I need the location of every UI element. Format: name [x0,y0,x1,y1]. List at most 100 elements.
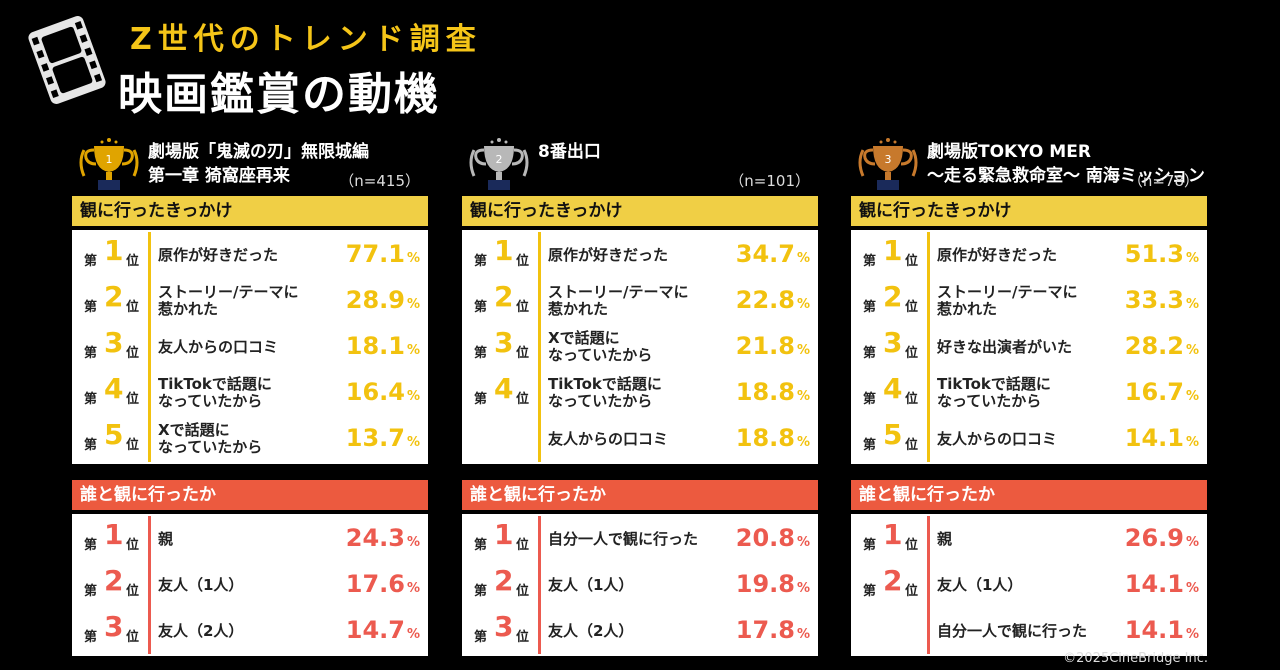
percent-sign: % [796,581,810,596]
percent-sign: % [406,535,420,550]
rank-prefix: 第 [863,584,877,599]
percentage-value: 51.3 [1124,240,1184,268]
ranking-row: 自分一人で観に行った 14.1% [851,608,1207,654]
rank-prefix: 第 [84,392,98,407]
row-label: ストーリー/テーマに 惹かれた [158,278,328,324]
row-percentage: 28.2% [1125,332,1199,360]
rank-number: 2 [883,280,903,313]
rank-badge: 第 3 位 [78,324,148,370]
rank-badge [857,608,927,654]
rank-divider [927,562,930,608]
rank-prefix: 第 [474,254,488,269]
rank-prefix: 第 [863,300,877,315]
row-label-line: 惹かれた [937,300,998,318]
rank-prefix: 第 [863,254,877,269]
rank-badge: 第 1 位 [78,232,148,278]
svg-text:1: 1 [106,153,113,166]
rank-number: 2 [883,564,903,597]
ranking-row: 第 3 位 友人からの口コミ 18.1% [72,324,428,370]
percent-sign: % [1185,389,1199,404]
row-label-line: 自分一人で観に行った [937,621,1088,640]
percentage-value: 77.1 [345,240,405,268]
percent-sign: % [406,627,420,642]
movie-header: 2 8番出口 （n=101） [462,132,818,196]
movie-title-line2: ～走る緊急救命室～ 南海ミッション [927,166,1205,186]
row-percentage: 28.9% [346,286,420,314]
rank-number: 1 [104,518,124,551]
row-label-line: なっていたから [937,392,1042,410]
percentage-value: 14.1 [1124,616,1184,644]
rank-number: 4 [104,372,124,405]
percent-sign: % [1185,251,1199,266]
row-label: 原作が好きだった [937,232,1107,278]
rank-divider [538,232,541,278]
rank-number: 2 [104,280,124,313]
rank-divider [148,608,151,654]
rank-number: 2 [104,564,124,597]
row-label-line: 友人からの口コミ [937,429,1058,448]
rank-prefix: 第 [84,346,98,361]
row-percentage: 20.8% [736,524,810,552]
rank-badge: 第 2 位 [468,562,538,608]
percentage-value: 13.7 [345,424,405,452]
rank-divider [538,416,541,462]
rank-badge: 第 2 位 [857,278,927,324]
rank-number: 2 [494,280,514,313]
percent-sign: % [796,343,810,358]
percentage-value: 19.8 [735,570,795,598]
row-label-line: 原作が好きだった [158,245,279,264]
rank-suffix: 位 [905,438,919,453]
ranking-row: 第 3 位 友人（2人） 17.8% [462,608,818,654]
row-percentage: 34.7% [736,240,810,268]
rank-prefix: 第 [84,538,98,553]
percentage-value: 18.8 [735,424,795,452]
ranking-row: 第 2 位 ストーリー/テーマに 惹かれた 33.3% [851,278,1207,324]
percentage-value: 18.8 [735,378,795,406]
row-label-line: 原作が好きだった [548,245,669,264]
ranking-row: 第 3 位 Xで話題に なっていたから 21.8% [462,324,818,370]
rank-badge: 第 4 位 [857,370,927,416]
percent-sign: % [406,389,420,404]
row-label: TikTokで話題に なっていたから [548,370,718,416]
row-label-line: 惹かれた [158,300,219,318]
percent-sign: % [1185,627,1199,642]
ranking-row: 第 1 位 原作が好きだった 51.3% [851,232,1207,278]
percent-sign: % [406,251,420,266]
row-label: 友人（1人） [548,562,718,608]
rank-number: 1 [104,234,124,267]
row-label-line: 自分一人で観に行った [548,529,699,548]
rank-suffix: 位 [126,584,140,599]
rank-prefix: 第 [474,630,488,645]
rank-badge: 第 3 位 [468,324,538,370]
row-percentage: 24.3% [346,524,420,552]
row-label: 親 [937,516,1107,562]
companion-section-heading: 誰と観に行ったか [851,480,1207,510]
row-label: ストーリー/テーマに 惹かれた [937,278,1107,324]
movie-column: 3 劇場版TOKYO MER ～走る緊急救命室～ 南海ミッション （n=78） … [851,132,1207,656]
percent-sign: % [406,343,420,358]
percentage-value: 34.7 [735,240,795,268]
ranking-row: 第 5 位 Xで話題に なっていたから 13.7% [72,416,428,462]
movie-header: 1 劇場版「鬼滅の刃」無限城編 第一章 猗窩座再来 （n=415） [72,132,428,196]
row-label: 原作が好きだった [548,232,718,278]
rank-badge: 第 5 位 [78,416,148,462]
row-label: 友人（2人） [158,608,328,654]
row-label-line: ストーリー/テーマに [548,283,689,301]
rank-badge: 第 5 位 [857,416,927,462]
rank-suffix: 位 [516,630,530,645]
rank-suffix: 位 [905,392,919,407]
rank-prefix: 第 [474,392,488,407]
rank-divider [538,516,541,562]
percentage-value: 14.7 [345,616,405,644]
movie-title-line1: 劇場版TOKYO MER [927,142,1091,162]
rank-divider [148,232,151,278]
ranking-row: 第 4 位 TikTokで話題に なっていたから 16.4% [72,370,428,416]
trigger-section-heading: 観に行ったきっかけ [72,196,428,226]
sample-size: （n=101） [729,172,810,190]
sample-size: （n=415） [339,172,420,190]
percentage-value: 28.9 [345,286,405,314]
row-label-line: 友人からの口コミ [548,429,669,448]
rank-divider [148,370,151,416]
rank-badge: 第 4 位 [468,370,538,416]
row-label: 原作が好きだった [158,232,328,278]
